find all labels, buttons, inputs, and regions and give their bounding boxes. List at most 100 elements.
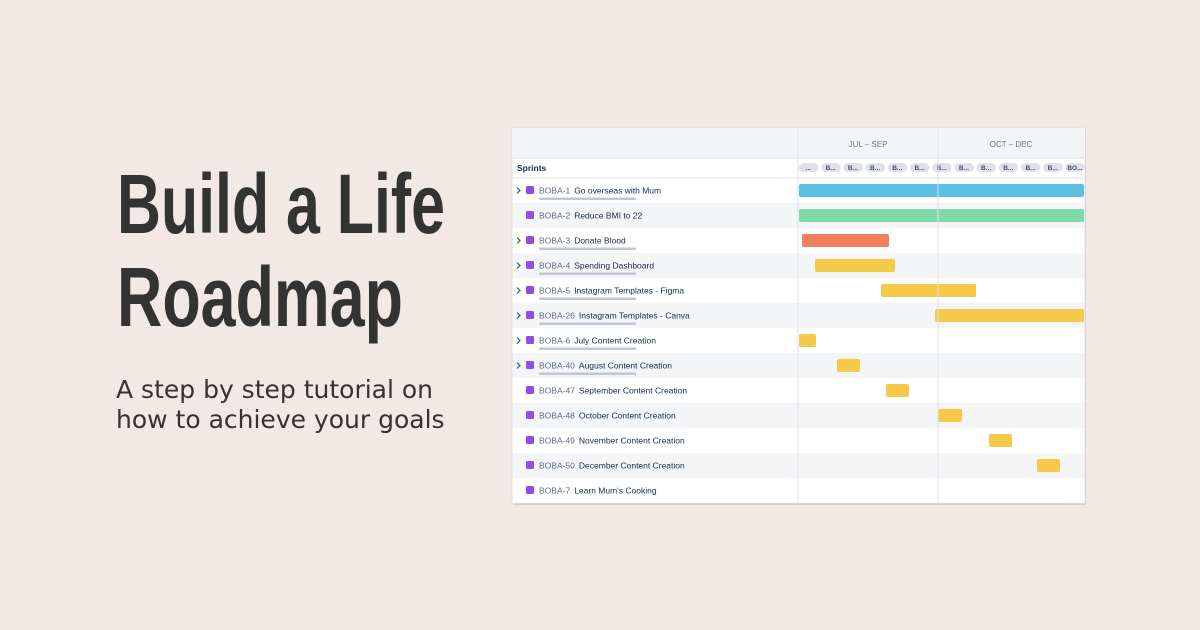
expand-chevron: [516, 287, 521, 294]
sprint-label: B...: [1003, 165, 1013, 172]
progress-track: [539, 297, 636, 300]
issue-key: BOBA-26: [539, 311, 575, 321]
issue-key: BOBA-1: [539, 186, 570, 196]
sprint-chip: [1065, 163, 1085, 172]
timeline-bar: [802, 234, 889, 247]
issue-name: Go overseas with Mum: [574, 186, 661, 196]
subtitle-line: how to achieve your goals: [116, 405, 445, 434]
sprint-chip: [865, 163, 886, 172]
issue-name: September Content Creation: [579, 386, 687, 396]
sprint-chip: [821, 163, 841, 172]
sprint-chip: [998, 163, 1019, 172]
issue-key: BOBA-47: [539, 386, 575, 396]
sprint-label: B...: [848, 165, 858, 172]
sprint-label: B...: [981, 165, 991, 172]
expand-chevron: [516, 312, 521, 319]
issue-name: Learn Mum's Cooking: [574, 486, 657, 496]
timeline-bar: [1037, 459, 1060, 472]
title-line: Roadmap: [117, 250, 403, 344]
row-title: BOBA-47 September Content Creation: [539, 386, 687, 396]
issue-icon: [526, 436, 534, 444]
progress-track: [539, 372, 636, 375]
subtitle-line: A step by step tutorial on: [116, 375, 433, 404]
timeline-bar: [799, 334, 816, 347]
row-title: BOBA-49 November Content Creation: [539, 436, 685, 446]
issue-icon: [526, 211, 534, 219]
issue-key: BOBA-3: [539, 236, 570, 246]
sprint-label: B...: [870, 165, 880, 172]
issue-name: Donate Blood: [574, 236, 626, 246]
sprint-chip: [799, 163, 819, 172]
row-title: BOBA-7 Learn Mum's Cooking: [539, 486, 657, 496]
sprint-label: B...: [892, 165, 902, 172]
timeline-bar: [881, 284, 976, 297]
issue-name: November Content Creation: [579, 436, 685, 446]
issue-icon: [526, 186, 534, 194]
issue-key: BOBA-4: [539, 261, 570, 271]
sprint-chip: [932, 163, 952, 172]
issue-key: BOBA-6: [539, 336, 570, 346]
issue-name: October Content Creation: [579, 411, 676, 421]
issue-key: BOBA-48: [539, 411, 575, 421]
issue-icon: [526, 236, 534, 244]
row-title: BOBA-50 December Content Creation: [539, 461, 685, 471]
sprint-chip: [1043, 163, 1063, 172]
sprint-label: B...: [914, 165, 924, 172]
sprint-chip: [843, 163, 863, 172]
issue-icon: [526, 336, 534, 344]
row-title: BOBA-3 Donate Blood: [539, 236, 626, 246]
sprint-label: B...: [1025, 165, 1035, 172]
issue-icon: [526, 411, 534, 419]
row-title: BOBA-1 Go overseas with Mum: [539, 186, 661, 196]
issue-icon: [526, 486, 534, 494]
issue-icon: [526, 311, 534, 319]
issue-key: BOBA-50: [539, 461, 575, 471]
issue-name: Instagram Templates - Canva: [579, 311, 690, 321]
row-title: BOBA-2 Reduce BMI to 22: [539, 211, 642, 221]
issue-icon: [526, 286, 534, 294]
issue-name: Instagram Templates - Figma: [574, 286, 684, 296]
issue-key: BOBA-49: [539, 436, 575, 446]
timeline-bar: [837, 359, 860, 372]
sprint-label: B...: [826, 165, 836, 172]
sprint-label: ...: [806, 165, 812, 172]
row-title: BOBA-6 July Content Creation: [539, 336, 656, 346]
quarter-label: JUL – SEP: [849, 140, 888, 149]
row-title: BOBA-40 August Content Creation: [539, 361, 672, 371]
expand-chevron: [516, 362, 521, 369]
issue-icon: [526, 361, 534, 369]
title-line: Build a Life: [117, 157, 445, 251]
sprint-chip: [910, 163, 930, 172]
sprint-label: BO...: [1067, 165, 1082, 172]
timeline-bar: [989, 434, 1012, 447]
issue-icon: [526, 461, 534, 469]
timeline-bar: [815, 259, 895, 272]
expand-chevron: [516, 262, 521, 269]
timeline-bar: [886, 384, 909, 397]
roadmap-card: JUL – SEP OCT – DEC Sprints BOBA-1 Go ove…: [511, 127, 1086, 505]
issue-name: Spending Dashboard: [574, 261, 654, 271]
row-title: BOBA-4 Spending Dashboard: [539, 261, 654, 271]
sprint-label: B...: [959, 165, 969, 172]
issue-icon: [526, 261, 534, 269]
issue-icon: [526, 386, 534, 394]
issue-name: August Content Creation: [579, 361, 672, 371]
expand-chevron: [516, 237, 521, 244]
sprint-chip: [1021, 163, 1041, 172]
progress-track: [539, 347, 636, 350]
sprint-chip: [954, 163, 974, 172]
row-title: BOBA-26 Instagram Templates - Canva: [539, 311, 690, 321]
issue-key: BOBA-40: [539, 361, 575, 371]
issue-name: July Content Creation: [574, 336, 656, 346]
progress-track: [539, 197, 636, 200]
issue-name: December Content Creation: [579, 461, 685, 471]
timeline-bar: [935, 309, 1084, 322]
row-title: BOBA-48 October Content Creation: [539, 411, 676, 421]
sprint-chip: [976, 163, 997, 172]
timeline-bar: [799, 184, 1084, 197]
timeline-bar: [938, 409, 962, 422]
progress-track: [539, 322, 636, 325]
quarter-label: OCT – DEC: [990, 140, 1033, 149]
timeline-bar: [799, 209, 1084, 222]
